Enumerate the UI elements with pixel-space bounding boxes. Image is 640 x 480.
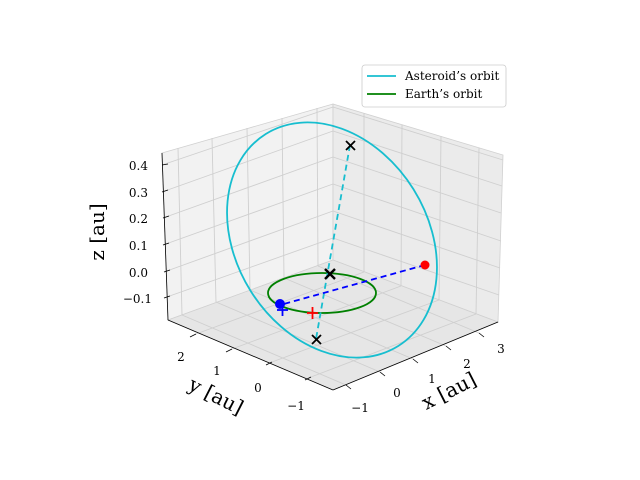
legend-box xyxy=(361,64,507,108)
x-marker-top xyxy=(345,140,356,151)
blue-dot-marker xyxy=(275,299,285,309)
y-tick-label: 1 xyxy=(213,364,221,378)
z-tick-label: 0.2 xyxy=(129,212,148,226)
z-axis-line xyxy=(161,152,169,321)
red-plus-marker xyxy=(307,307,318,319)
legend-label-asteroid: Asteroid’s orbit xyxy=(404,69,499,83)
y-axis-line xyxy=(167,319,334,391)
axis-lines xyxy=(161,152,499,391)
y-tick-label: 0 xyxy=(254,381,262,395)
legend: Asteroid’s orbit Earth’s orbit xyxy=(361,64,507,108)
z-tick-label: −0.1 xyxy=(123,292,152,306)
x-axis-line xyxy=(332,321,499,391)
x-axis-label: x [au] xyxy=(418,367,481,415)
z-axis-label: z [au] xyxy=(85,203,109,260)
asteroid-node-line xyxy=(315,144,351,340)
markers xyxy=(275,140,430,345)
x-tick-labels: −1 0 1 2 3 xyxy=(351,342,505,415)
x-tick-label: 3 xyxy=(497,342,505,356)
z-tick-label: 0.3 xyxy=(129,186,148,200)
earth-orbit-line xyxy=(267,272,377,314)
x-tick-label: −1 xyxy=(351,401,369,415)
y-axis-label: y [au] xyxy=(184,371,248,419)
z-tick-label: 0.1 xyxy=(129,239,148,253)
x-tick-label: 2 xyxy=(463,357,471,371)
blue-plus-marker xyxy=(277,304,288,316)
y-tick-label: −1 xyxy=(287,399,305,413)
asteroid-orbit-line xyxy=(226,121,438,359)
z-tick-labels: 0.4 0.3 0.2 0.1 0.0 −0.1 xyxy=(123,159,152,306)
x-tick-label: 0 xyxy=(393,386,401,400)
y-tick-labels: 2 1 0 −1 xyxy=(177,350,305,413)
x-tick-label: 1 xyxy=(428,372,436,386)
x-marker-origin xyxy=(324,268,336,280)
red-dot-marker xyxy=(420,260,430,270)
legend-label-earth: Earth’s orbit xyxy=(405,87,482,101)
y-tick-label: 2 xyxy=(177,350,185,364)
z-tick-label: 0.4 xyxy=(129,159,148,173)
earth-asteroid-line xyxy=(279,264,426,306)
x-marker-bottom xyxy=(311,334,322,345)
tick-marks xyxy=(161,163,485,390)
z-tick-label: 0.0 xyxy=(129,266,148,280)
